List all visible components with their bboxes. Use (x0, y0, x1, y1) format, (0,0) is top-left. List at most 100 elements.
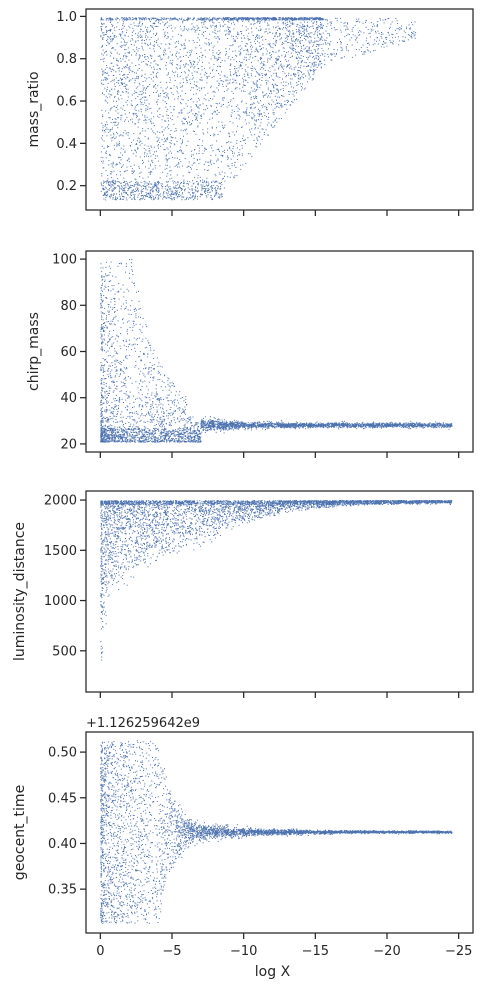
scatter-point (105, 129, 106, 130)
scatter-point (201, 118, 202, 119)
scatter-point (411, 37, 412, 38)
scatter-point (222, 155, 223, 156)
scatter-point (415, 32, 416, 33)
scatter-point (296, 58, 297, 59)
scatter-point (222, 60, 223, 61)
scatter-point (239, 118, 240, 119)
scatter-point (172, 199, 173, 200)
scatter-point (309, 62, 310, 63)
scatter-point (184, 45, 185, 46)
scatter-point (104, 289, 105, 290)
scatter-point (229, 147, 230, 148)
scatter-point (193, 40, 194, 41)
scatter-point (171, 140, 172, 141)
scatter-point (108, 75, 109, 76)
scatter-point (209, 45, 210, 46)
scatter-point (151, 197, 152, 198)
scatter-point (312, 46, 313, 47)
scatter-point (399, 27, 400, 28)
scatter-point (173, 72, 174, 73)
scatter-point (170, 106, 171, 107)
scatter-point (259, 42, 260, 43)
scatter-point (325, 19, 326, 20)
scatter-point (126, 32, 127, 33)
scatter-point (146, 194, 147, 195)
scatter-point (178, 93, 179, 94)
scatter-point (140, 91, 141, 92)
scatter-point (223, 97, 224, 98)
scatter-point (191, 123, 192, 124)
scatter-point (233, 98, 234, 99)
scatter-point (174, 85, 175, 86)
scatter-point (268, 103, 269, 104)
scatter-point (162, 186, 163, 187)
scatter-point (292, 23, 293, 24)
scatter-point (299, 53, 300, 54)
scatter-point (224, 20, 225, 21)
scatter-point (142, 43, 143, 44)
scatter-point (276, 76, 277, 77)
scatter-point (202, 180, 203, 181)
scatter-point (261, 37, 262, 38)
scatter-point (357, 37, 358, 38)
scatter-point (136, 156, 137, 157)
scatter-point (197, 159, 198, 160)
scatter-point (166, 138, 167, 139)
scatter-point (310, 18, 311, 19)
scatter-point (147, 117, 148, 118)
scatter-point (146, 192, 147, 193)
scatter-point (195, 47, 196, 48)
scatter-point (140, 141, 141, 142)
scatter-point (292, 45, 293, 46)
scatter-point (197, 199, 198, 200)
scatter-point (395, 30, 396, 31)
scatter-point (217, 19, 218, 20)
scatter-point (331, 22, 332, 23)
scatter-point (191, 124, 192, 125)
scatter-point (310, 32, 311, 33)
scatter-point (117, 65, 118, 66)
scatter-point (197, 126, 198, 127)
scatter-point (256, 83, 257, 84)
scatter-point (160, 177, 161, 178)
scatter-point (201, 432, 202, 433)
scatter-point (189, 52, 190, 53)
scatter-point (200, 181, 201, 182)
scatter-point (286, 28, 287, 29)
scatter-point (144, 145, 145, 146)
scatter-point (164, 191, 165, 192)
scatter-point (248, 39, 249, 40)
scatter-point (248, 18, 249, 19)
scatter-point (125, 114, 126, 115)
scatter-point (168, 72, 169, 73)
scatter-point (132, 173, 133, 174)
scatter-point (148, 146, 149, 147)
scatter-point (120, 46, 121, 47)
scatter-point (119, 187, 120, 188)
scatter-point (292, 79, 293, 80)
scatter-point (293, 48, 294, 49)
scatter-point (136, 117, 137, 118)
scatter-point (193, 94, 194, 95)
scatter-point (117, 109, 118, 110)
scatter-point (296, 99, 297, 100)
scatter-point (219, 196, 220, 197)
scatter-point (157, 137, 158, 138)
scatter-point (161, 17, 162, 18)
scatter-point (191, 169, 192, 170)
scatter-point (268, 80, 269, 81)
scatter-point (380, 18, 381, 19)
scatter-point (252, 104, 253, 105)
scatter-point (374, 39, 375, 40)
scatter-point (230, 45, 231, 46)
scatter-point (248, 153, 249, 154)
scatter-point (174, 187, 175, 188)
scatter-point (122, 75, 123, 76)
scatter-point (150, 65, 151, 66)
scatter-point (123, 304, 124, 305)
scatter-point (136, 47, 137, 48)
scatter-point (144, 199, 145, 200)
scatter-point (122, 84, 123, 85)
scatter-point (212, 70, 213, 71)
scatter-point (191, 156, 192, 157)
